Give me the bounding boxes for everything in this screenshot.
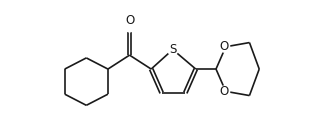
Text: O: O — [220, 85, 229, 98]
Circle shape — [124, 21, 135, 32]
Text: O: O — [125, 14, 134, 27]
Text: O: O — [220, 40, 229, 53]
Circle shape — [167, 44, 178, 55]
Circle shape — [219, 41, 230, 52]
Text: S: S — [169, 43, 176, 56]
Circle shape — [219, 86, 230, 97]
